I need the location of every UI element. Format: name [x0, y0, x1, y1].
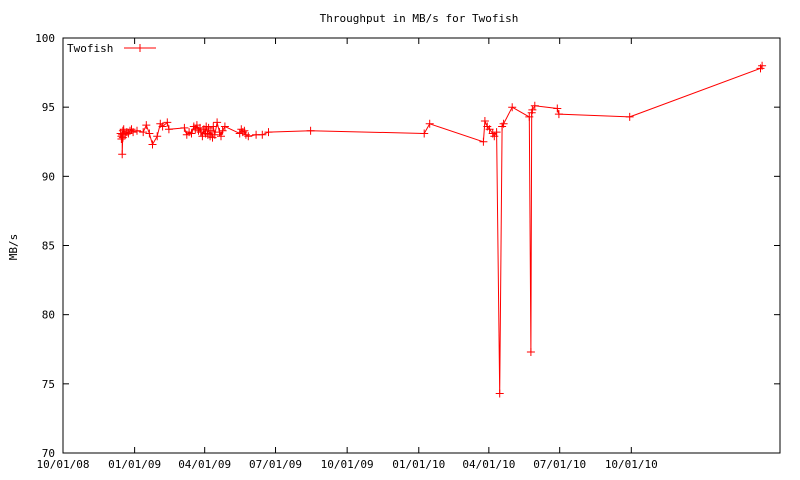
data-point [180, 123, 189, 132]
x-tick-label: 07/01/10 [533, 458, 586, 471]
x-tick-label: 10/01/08 [37, 458, 90, 471]
data-point [258, 130, 267, 139]
data-point [264, 128, 273, 137]
data-point [118, 126, 127, 135]
data-point [187, 129, 196, 138]
x-tick-label: 10/01/09 [321, 458, 374, 471]
legend-label-twofish: Twofish [67, 42, 113, 55]
y-axis-label: MB/s [7, 234, 20, 261]
data-point [499, 119, 508, 128]
data-point [206, 126, 215, 135]
data-point [213, 118, 222, 127]
data-point [139, 128, 148, 137]
data-point [244, 132, 253, 141]
data-point [420, 129, 429, 138]
y-tick-label: 90 [42, 170, 55, 183]
data-point [196, 123, 204, 132]
data-point [220, 122, 229, 131]
data-point [625, 112, 634, 121]
y-axis: 70 75 80 85 90 95 100 [35, 32, 780, 460]
data-point [118, 150, 127, 159]
x-tick-label: 01/01/10 [392, 458, 445, 471]
data-point [153, 132, 162, 141]
x-tick-label: 01/01/09 [108, 458, 161, 471]
y-tick-label: 80 [42, 309, 55, 322]
series-line-twofish [120, 65, 763, 394]
y-tick-label: 95 [42, 101, 55, 114]
data-point [164, 125, 173, 134]
data-point [758, 61, 767, 70]
data-point [218, 126, 227, 135]
data-point [528, 105, 537, 114]
data-point [129, 128, 138, 137]
data-point [526, 348, 535, 356]
data-point [306, 126, 315, 135]
x-tick-label: 10/01/10 [605, 458, 658, 471]
data-point [525, 112, 534, 121]
y-tick-label: 70 [42, 447, 55, 460]
legend: Twofish [67, 42, 156, 55]
data-point [480, 117, 489, 125]
data-point [191, 125, 200, 134]
data-point [553, 104, 562, 113]
data-point [508, 103, 517, 112]
data-point [495, 389, 504, 398]
x-axis: 10/01/08 01/01/09 04/01/09 07/01/09 10/01/09… [37, 38, 658, 471]
y-tick-label: 85 [42, 240, 55, 253]
plot-area-frame [62, 37, 781, 454]
data-point [217, 132, 225, 141]
x-tick-label: 04/01/09 [178, 458, 231, 471]
data-point [425, 119, 434, 128]
data-point [492, 128, 501, 137]
x-tick-label: 07/01/09 [249, 458, 302, 471]
data-point [163, 118, 172, 127]
data-point [554, 110, 563, 119]
data-point [117, 135, 126, 143]
chart-title: Throughput in MB/s for Twofish [320, 12, 519, 25]
data-point [530, 101, 539, 110]
data-point [479, 137, 488, 146]
data-point [145, 129, 154, 138]
data-point [158, 122, 167, 131]
y-tick-label: 100 [35, 32, 55, 45]
data-point [133, 126, 141, 135]
data-point [148, 140, 157, 149]
data-point [209, 122, 218, 131]
data-point [142, 121, 151, 130]
data-point [210, 130, 219, 139]
legend-marker-twofish [136, 44, 144, 52]
x-tick-label: 04/01/10 [462, 458, 515, 471]
data-point [485, 125, 494, 134]
series-layer [116, 61, 767, 398]
data-point [490, 132, 499, 141]
data-point [240, 126, 249, 135]
y-tick-label: 75 [42, 378, 55, 391]
